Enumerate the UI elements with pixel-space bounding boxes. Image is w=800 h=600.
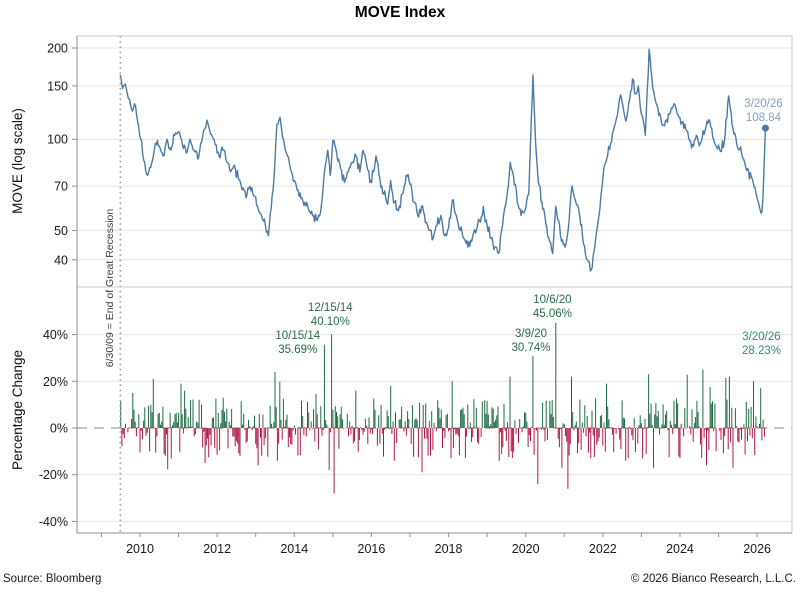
y-tick-label: 100 (47, 133, 68, 147)
line-annotation: 3/20/26 108.84 (744, 98, 782, 124)
x-tick-label: 2020 (512, 542, 540, 556)
y-tick-label: 70 (54, 180, 68, 194)
bar-annotation: 10/6/20 45.06% (533, 294, 572, 320)
x-tick-label: 2024 (666, 542, 694, 556)
chart-title: MOVE Index (354, 4, 446, 21)
bar-annotation: 10/15/14 35.69% (275, 330, 320, 356)
recession-reference-label: 6/30/09 = End of Great Recession (104, 209, 116, 368)
move-index-line (119, 48, 767, 272)
y-tick-label: 200 (47, 42, 68, 56)
y-tick-label: 20% (43, 375, 68, 389)
bar-annotation: 12/15/14 40.10% (308, 302, 353, 328)
top-y-axis-title: MOVE (log scale) (10, 108, 25, 214)
bar-annotation: 3/20/26 28.23% (742, 331, 781, 357)
pct-change-bars-positive (120, 322, 764, 428)
y-tick-label: 40% (43, 328, 68, 342)
y-tick-label: 150 (47, 79, 68, 93)
x-tick-label: 2016 (358, 542, 386, 556)
y-tick-label: -20% (39, 468, 68, 482)
x-tick-label: 2010 (126, 542, 154, 556)
y-tick-label: 0% (50, 422, 68, 436)
x-tick-label: 2022 (589, 542, 617, 556)
x-tick-label: 2018 (435, 542, 463, 556)
source-note: Source: Bloomberg (3, 573, 102, 585)
x-tick-label: 2014 (280, 542, 308, 556)
x-tick-label: 2026 (743, 542, 771, 556)
y-tick-label: -40% (39, 515, 68, 529)
x-tick-label: 2012 (203, 542, 231, 556)
y-tick-label: 40 (54, 253, 68, 267)
bar-annotation: 3/9/20 30.74% (512, 328, 551, 354)
latest-value-dot (761, 124, 769, 132)
bottom-y-axis-title: Percentage Change (10, 350, 25, 470)
y-tick-label: 50 (54, 224, 68, 238)
plot-border (76, 35, 793, 534)
pct-change-bars-negative (121, 428, 765, 494)
copyright-note: © 2026 Bianco Research, L.L.C. (630, 573, 796, 585)
